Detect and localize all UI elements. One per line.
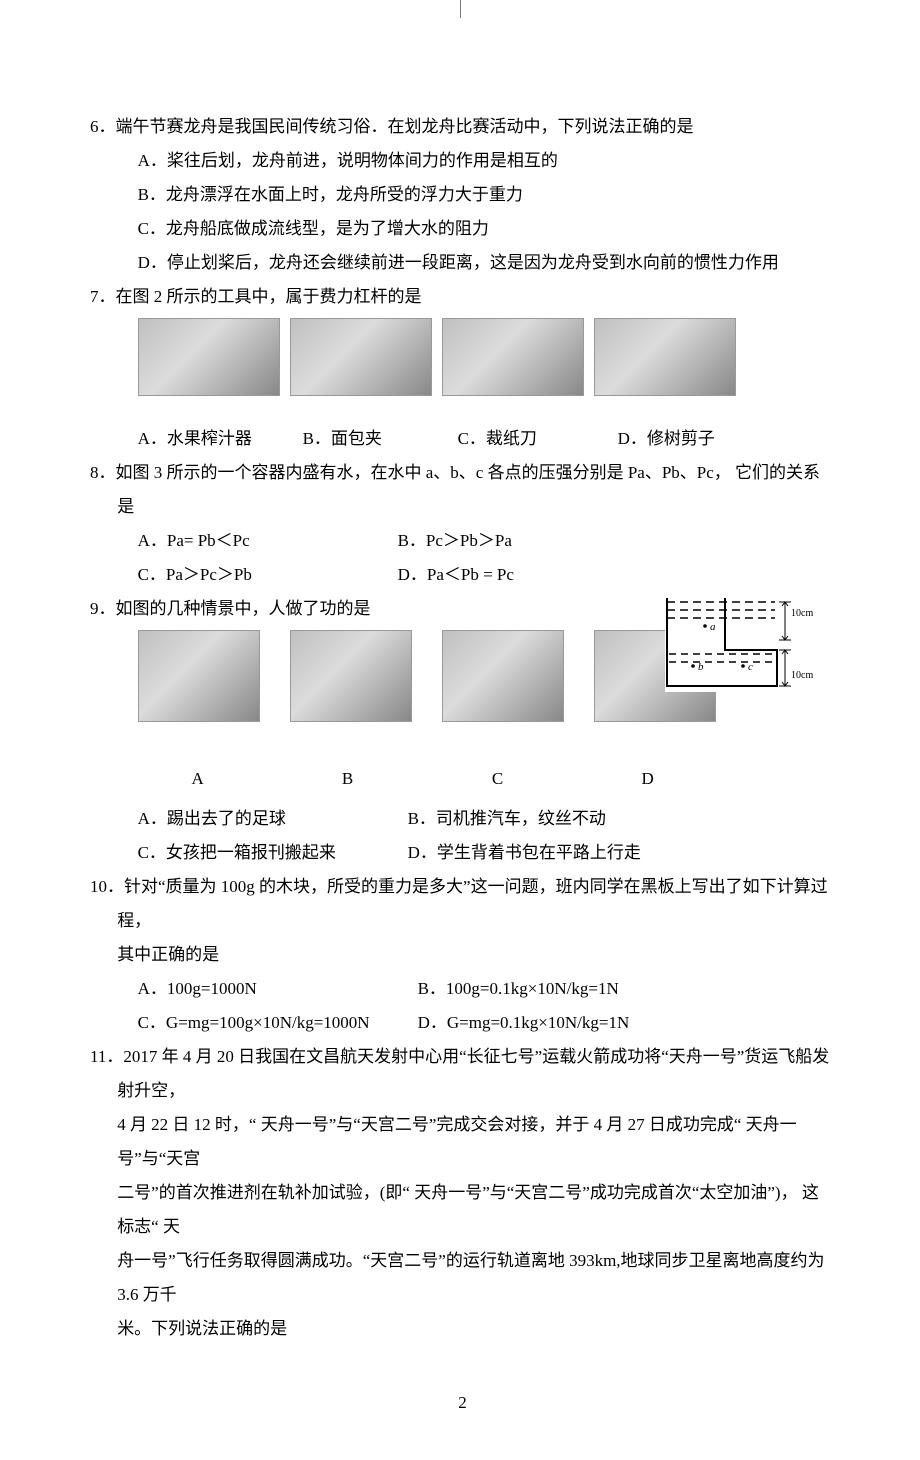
q10-optC: C．G=mg=100g×10N/kg=1000N [138,1006,408,1040]
q9-img-a [138,630,260,722]
svg-text:b: b [698,661,704,673]
q6-optD: D．停止划桨后，龙舟还会继续前进一段距离，这是因为龙舟受到水向前的惯性力作用 [138,246,835,280]
q11-line5: 米。下列说法正确的是 [117,1312,835,1346]
q7-optB: B．面包夹 [303,422,448,456]
q9-image-labels: A B C D [138,762,835,796]
svg-text:10cm: 10cm [791,670,813,681]
q9-optA: A．踢出去了的足球 [138,802,398,836]
q7-options: A．水果榨汁器 B．面包夹 C．裁纸刀 D．修树剪子 [138,422,835,456]
q11-line2: 4 月 22 日 12 时，“ 天舟一号”与“天宫二号”完成交会对接，并于 4 … [117,1108,835,1176]
q9-label-d: D [588,762,708,796]
q10-optA: A．100g=1000N [138,972,408,1006]
q9-img-b [290,630,412,722]
q7-img-b [290,318,432,396]
top-center-mark [0,0,920,18]
q9-optD: D．学生背着书包在平路上行走 [408,836,641,870]
q6-optC: C．龙舟船底做成流线型，是为了增大水的阻力 [138,212,835,246]
q11-line3: 二号”的首次推进剂在轨补加试验，(即“ 天舟一号”与“天宫二号”成功完成首次“太… [117,1176,835,1244]
q9-optB: B．司机推汽车，纹丝不动 [408,802,606,836]
q8-row2: C．Pa＞Pc＞Pb D．Pa＜Pb = Pc [138,558,835,592]
q9-optC: C．女孩把一箱报刊搬起来 [138,836,398,870]
q7-img-a [138,318,280,396]
q7-optC: C．裁纸刀 [458,422,608,456]
q10-row2: C．G=mg=100g×10N/kg=1000N D．G=mg=0.1kg×10… [138,1006,835,1040]
q7-img-d [594,318,736,396]
q8-stem: 8．如图 3 所示的一个容器内盛有水，在水中 a、b、c 各点的压强分别是 Pa… [117,456,835,524]
q8-optC: C．Pa＞Pc＞Pb [138,558,388,592]
page-number: 2 [90,1386,835,1420]
q10-stem2: 其中正确的是 [117,938,835,972]
q9-label-a: A [138,762,258,796]
q11-line1: 11．2017 年 4 月 20 日我国在文昌航天发射中心用“长征七号”运载火箭… [117,1040,835,1108]
q8-optD: D．Pa＜Pb = Pc [398,558,514,592]
q6-optA: A．桨往后划，龙舟前进，说明物体间力的作用是相互的 [138,144,835,178]
svg-text:a: a [710,621,716,633]
q8-figure: a b c 10cm 10cm [665,592,815,692]
q9-img-c [442,630,564,722]
q9-row2: C．女孩把一箱报刊搬起来 D．学生背着书包在平路上行走 [138,836,835,870]
q9-label-c: C [438,762,558,796]
q9-row1: A．踢出去了的足球 B．司机推汽车，纹丝不动 [138,802,835,836]
q7-img-c [442,318,584,396]
q7-image-row [138,318,835,396]
svg-text:c: c [748,661,753,673]
svg-text:10cm: 10cm [791,608,813,619]
q10-row1: A．100g=1000N B．100g=0.1kg×10N/kg=1N [138,972,835,1006]
q10-optB: B．100g=0.1kg×10N/kg=1N [418,972,619,1006]
q8-optA: A．Pa= Pb＜Pc [138,524,388,558]
q9-label-b: B [288,762,408,796]
q8-row1: A．Pa= Pb＜Pc B．Pc＞Pb＞Pa [138,524,835,558]
q10-optD: D．G=mg=0.1kg×10N/kg=1N [418,1006,630,1040]
q7-stem: 7．在图 2 所示的工具中，属于费力杠杆的是 [117,280,835,314]
q8-optB: B．Pc＞Pb＞Pa [398,524,512,558]
q7-optD: D．修树剪子 [618,422,715,456]
q7-optA: A．水果榨汁器 [138,422,293,456]
q6-optB: B．龙舟漂浮在水面上时，龙舟所受的浮力大于重力 [138,178,835,212]
q10-stem: 10．针对“质量为 100g 的木块，所受的重力是多大”这一问题，班内同学在黑板… [117,870,835,938]
q6-stem: 6．端午节赛龙舟是我国民间传统习俗．在划龙舟比赛活动中，下列说法正确的是 [117,110,835,144]
